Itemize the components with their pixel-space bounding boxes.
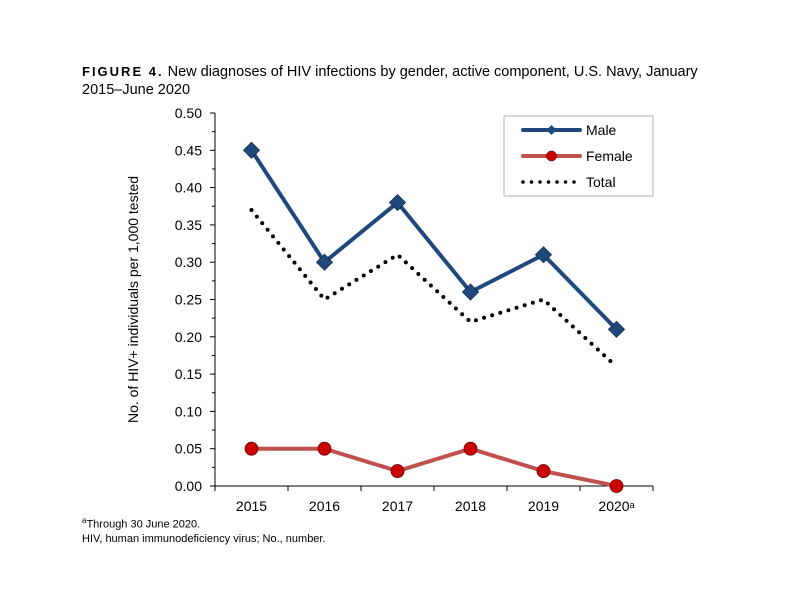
data-point-female: [609, 479, 624, 493]
figure-label: FIGURE 4.: [82, 64, 164, 79]
data-point-male: [461, 283, 480, 301]
y-tick-label: 0.25: [175, 292, 202, 308]
data-point-female: [244, 441, 259, 456]
data-point-female: [390, 464, 405, 478]
y-tick-label: 0.35: [175, 217, 202, 233]
y-tick-label: 0.00: [175, 478, 202, 494]
data-point-female: [536, 464, 551, 478]
footnote-a-text: Through 30 June 2020.: [86, 518, 201, 531]
y-axis-label: No. of HIV+ individuals per 1,000 tested: [125, 176, 141, 423]
x-tick-label: 2018: [455, 498, 486, 514]
footnote-abbrev: HIV, human immunodeficiency virus; No., …: [82, 532, 326, 545]
legend-label: Male: [586, 122, 617, 138]
y-tick-label: 0.15: [175, 366, 202, 382]
footnotes: aThrough 30 June 2020. HIV, human immuno…: [82, 514, 326, 546]
data-point-male: [242, 141, 261, 159]
figure-title-text: New diagnoses of HIV infections by gende…: [82, 64, 698, 98]
legend-marker: [546, 125, 557, 135]
y-tick-label: 0.20: [175, 329, 202, 345]
y-tick-label: 0.30: [175, 254, 202, 270]
y-tick-label: 0.05: [175, 441, 202, 457]
legend-label: Total: [586, 174, 616, 190]
x-tick-label: 2019: [528, 498, 559, 514]
data-point-female: [463, 441, 478, 456]
data-point-male: [607, 320, 626, 338]
data-point-male: [315, 253, 334, 271]
series-line-female: [251, 446, 617, 488]
data-point-male: [534, 246, 553, 264]
figure-title: FIGURE 4. New diagnoses of HIV infection…: [82, 63, 742, 99]
legend-marker: [546, 150, 557, 162]
footnote-marker: a: [82, 516, 87, 525]
x-tick-label: 2016: [309, 498, 340, 514]
y-tick-label: 0.40: [175, 180, 202, 196]
footnote-a: aThrough 30 June 2020.: [82, 514, 326, 532]
series-line-male: [249, 149, 618, 331]
data-point-female: [317, 441, 332, 456]
y-tick-label: 0.45: [175, 142, 202, 158]
x-tick-label: 2020a: [598, 498, 634, 514]
x-tick-superscript: a: [630, 500, 635, 510]
y-tick-label: 0.50: [175, 105, 202, 121]
x-tick-label: 2015: [236, 498, 267, 514]
data-point-male: [388, 193, 407, 212]
x-tick-label: 2017: [382, 498, 413, 514]
legend-label: Female: [586, 148, 633, 164]
y-tick-label: 0.10: [175, 403, 202, 419]
